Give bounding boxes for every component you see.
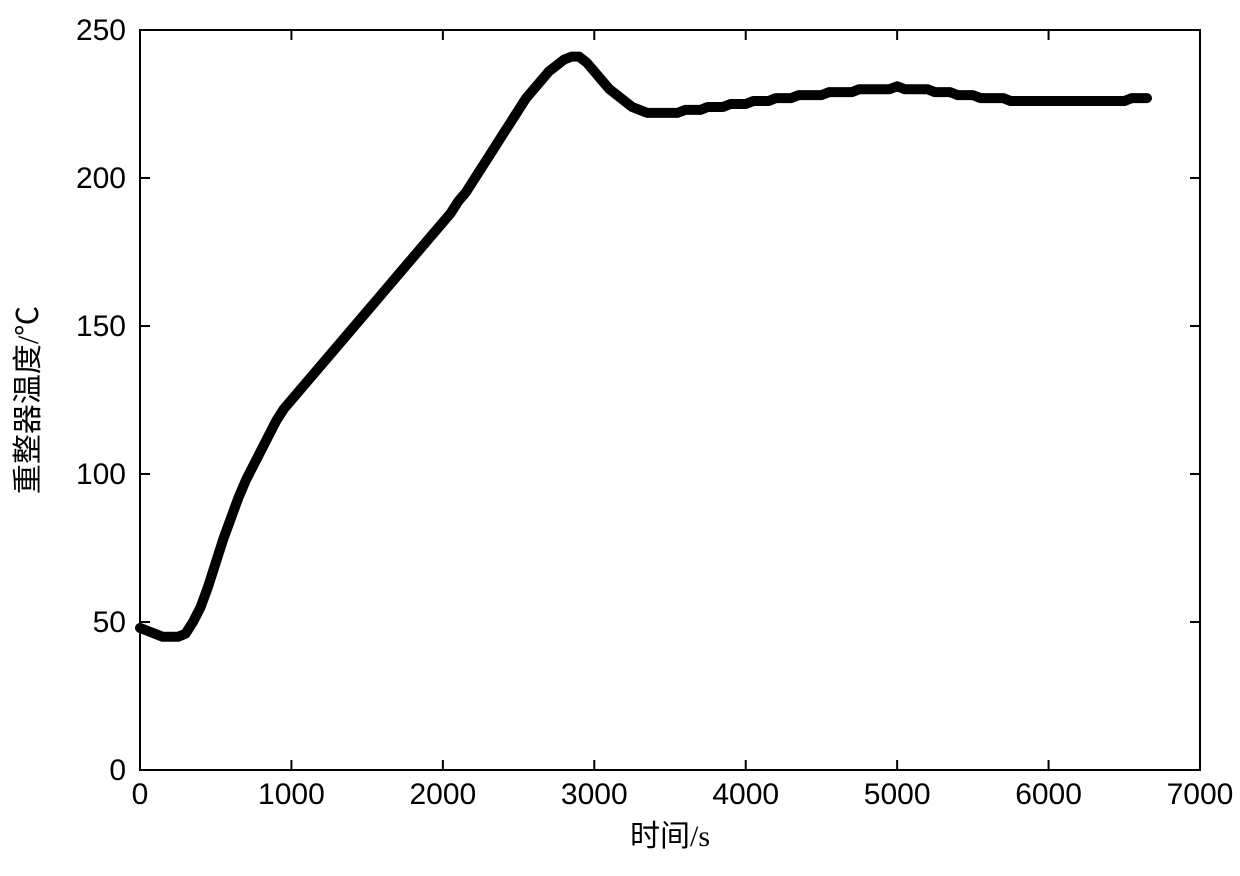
chart-container: 0 1000 2000 3000 4000 5000 6000 7000 0 50 100 150 2… xyxy=(0,0,1240,876)
x-tick-label: 6000 xyxy=(1015,778,1082,811)
data-series-line xyxy=(140,57,1147,637)
x-tick-label: 2000 xyxy=(409,778,476,811)
chart-svg: 0 1000 2000 3000 4000 5000 6000 7000 0 50 100 150 2… xyxy=(0,0,1240,876)
x-tick-label: 7000 xyxy=(1167,778,1234,811)
y-tick-label: 100 xyxy=(76,458,126,491)
y-axis-label: 重整器温度/℃ xyxy=(12,306,45,494)
y-tick-label: 0 xyxy=(109,754,126,787)
plot-box xyxy=(140,30,1200,770)
x-axis-label: 时间/s xyxy=(630,820,710,853)
x-tick-label: 1000 xyxy=(258,778,325,811)
y-tick-label: 50 xyxy=(93,606,126,639)
x-tick-label: 3000 xyxy=(561,778,628,811)
x-tick-label: 5000 xyxy=(864,778,931,811)
x-axis-ticks: 0 1000 2000 3000 4000 5000 6000 7000 xyxy=(132,30,1234,811)
y-tick-label: 150 xyxy=(76,310,126,343)
x-tick-label: 4000 xyxy=(712,778,779,811)
x-tick-label: 0 xyxy=(132,778,149,811)
y-tick-label: 250 xyxy=(76,14,126,47)
y-tick-label: 200 xyxy=(76,162,126,195)
y-axis-ticks: 0 50 100 150 200 250 xyxy=(76,14,1200,787)
